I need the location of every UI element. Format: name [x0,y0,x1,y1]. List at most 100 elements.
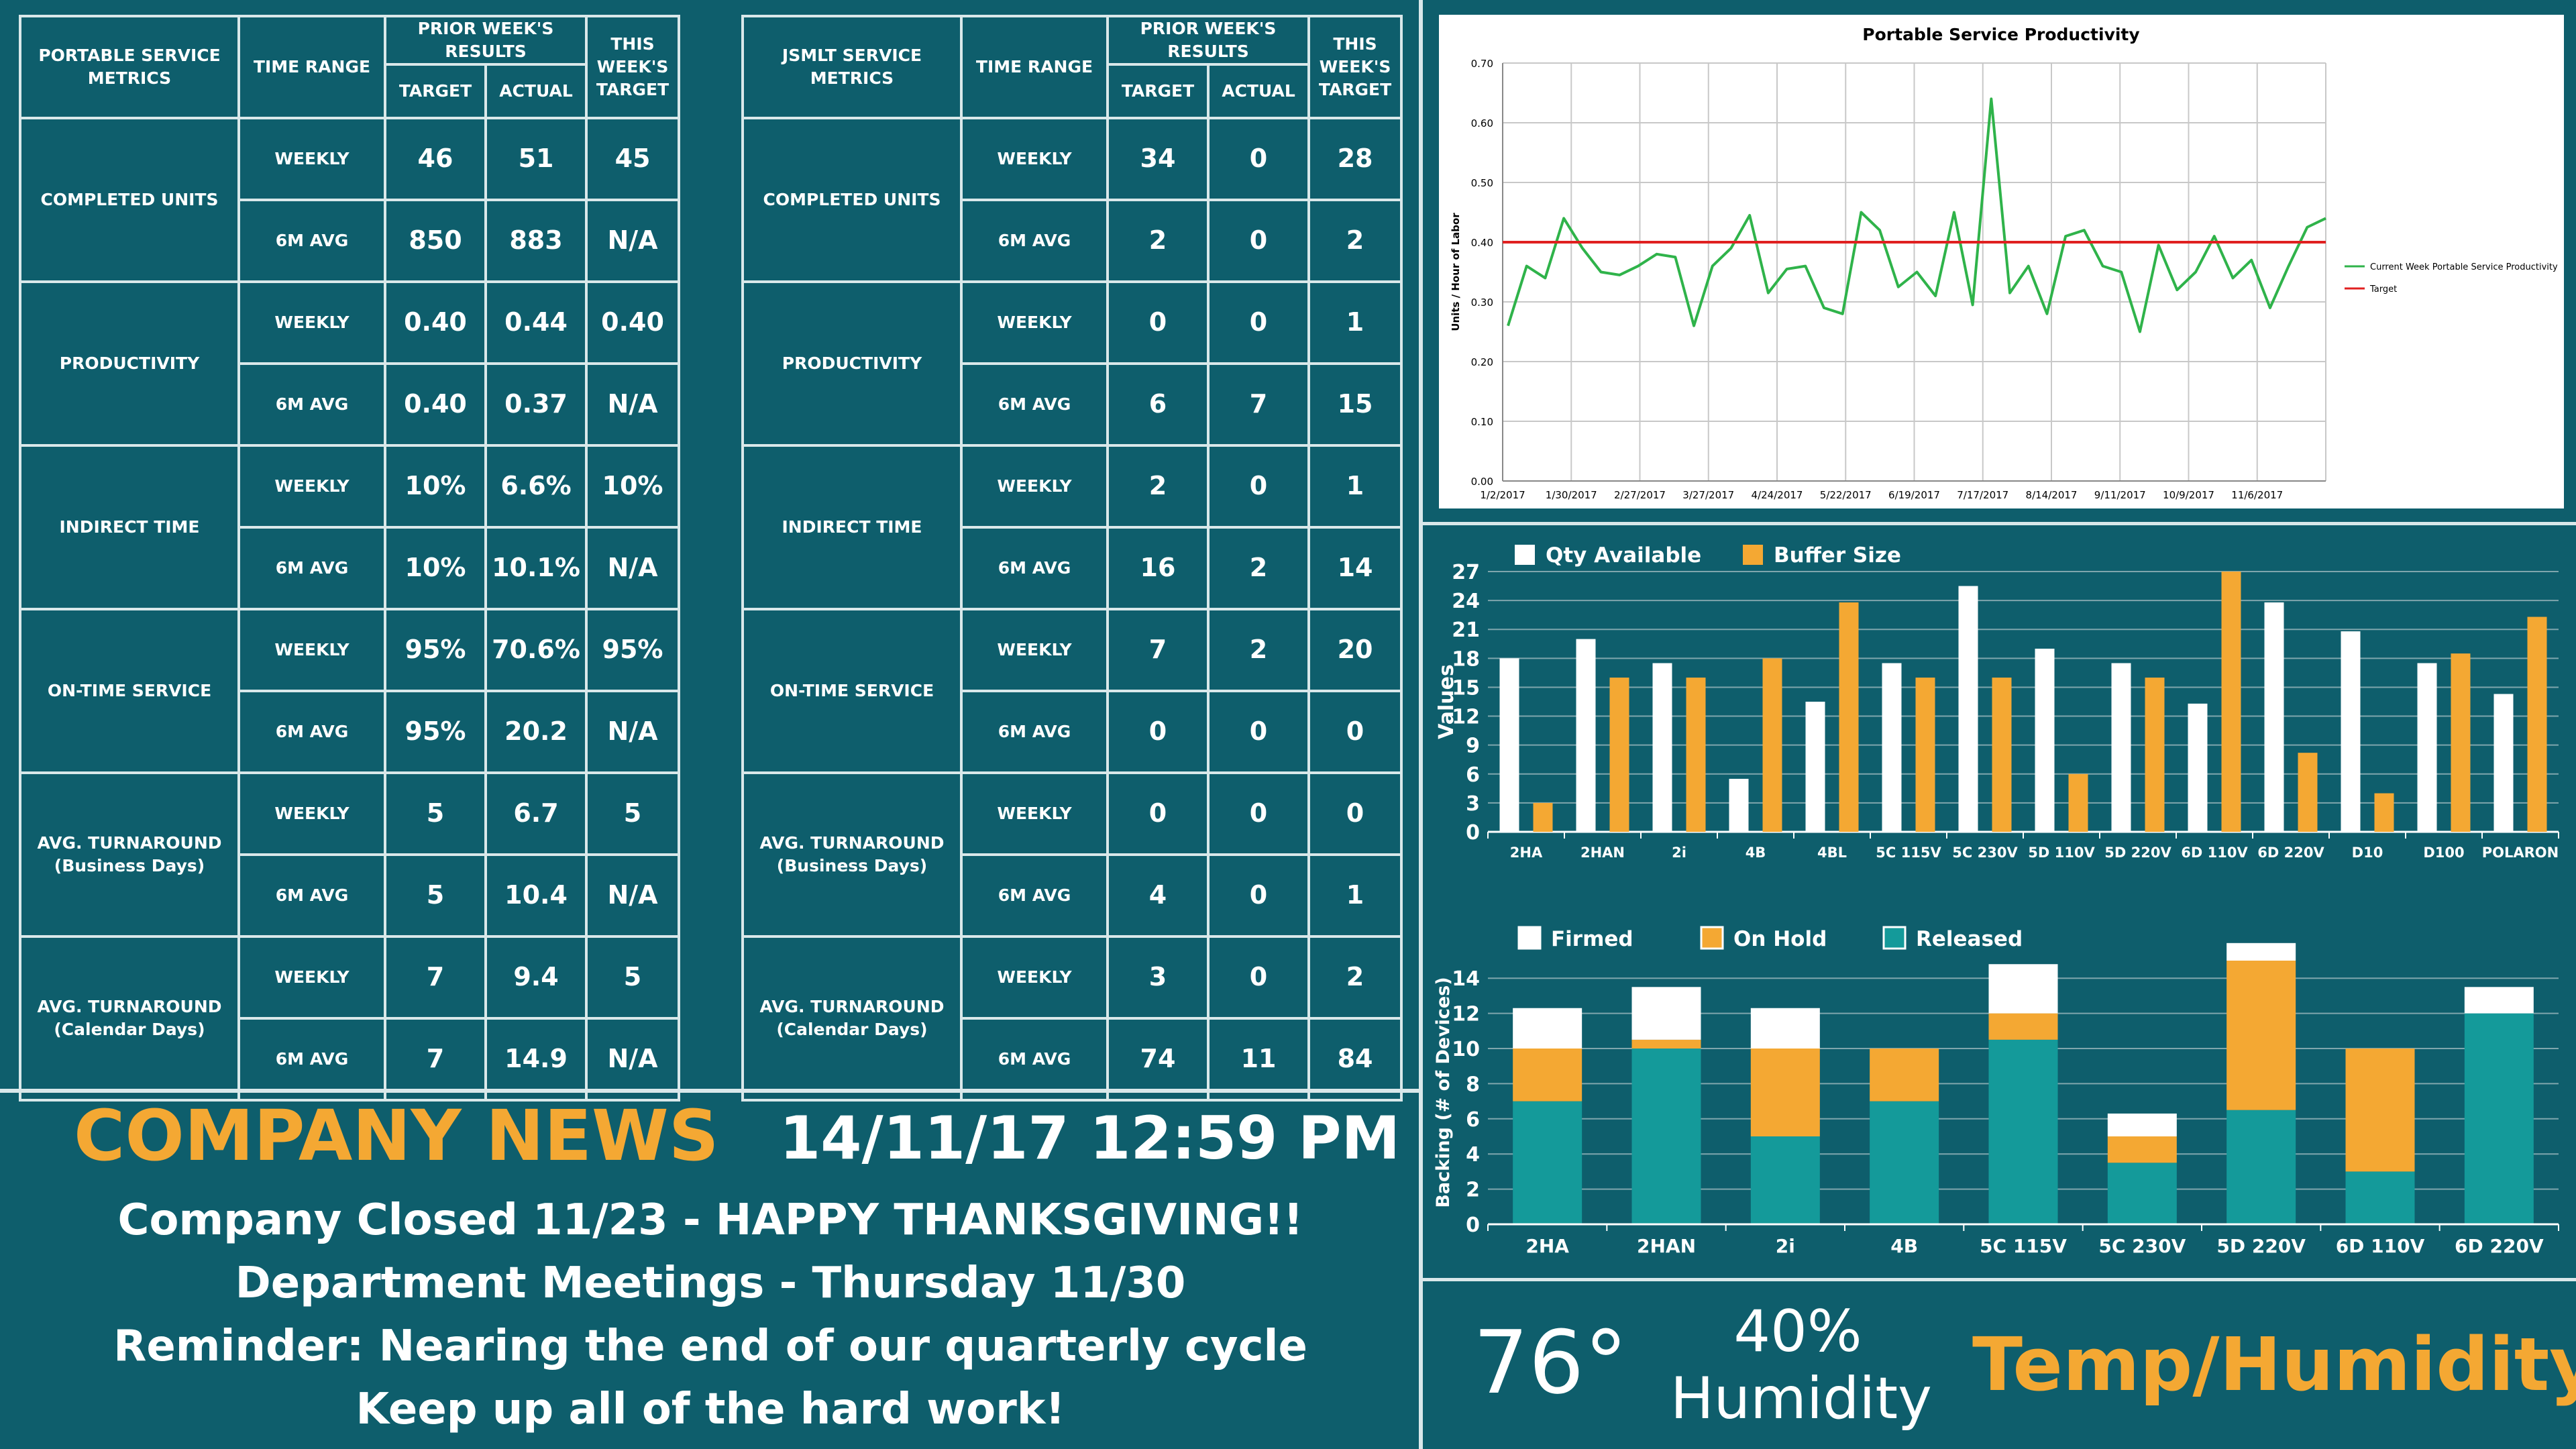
x-tick-label: 5C 230V [2098,1235,2186,1257]
legend-label: Firmed [1551,927,1633,951]
value-cell: 3 [1106,934,1210,1020]
value-cell: 5 [585,771,681,856]
bar-segment-released [1750,1136,1820,1224]
y-tick-label: 6 [1466,1108,1480,1132]
news-line: Reminder: Nearing the end of our quarter… [113,1322,1307,1371]
metric-subname: (Calendar Days) [776,1019,928,1039]
header-metrics: JSMLT SERVICE METRICS [741,15,963,119]
value-cell: 7 [384,934,487,1020]
x-tick-label: 6D 110V [2336,1235,2425,1257]
bar-segment-on-hold [1513,1049,1582,1102]
legend-swatch [1517,926,1542,950]
value-cell: 1 [1307,280,1403,365]
time-range-weekly: WEEKLY [237,116,386,201]
y-tick-label: 27 [1452,561,1480,584]
value-cell: 7 [1206,362,1311,447]
bar-segment-released [2464,1013,2534,1224]
value-cell: 10% [585,443,681,529]
metric-name: COMPLETED UNITS [763,189,941,209]
y-axis-label: Values [1435,664,1458,739]
bar-buffer-size [2221,572,2241,832]
value-cell: 16 [1106,525,1210,610]
productivity-chart-panel: Portable Service Productivity 0.00 0.10 0.2… [1439,15,2564,508]
time-range-6m-avg: 6M AVG [237,525,386,610]
x-tick-label: 5D 110V [2028,845,2095,861]
metric-name-cell: AVG. TURNAROUND (Calendar Days) [19,934,240,1102]
humidity-value: 40% [1733,1298,1862,1365]
value-cell: 5 [384,853,487,938]
legend-swatch [1515,545,1535,565]
y-tick-label: 10 [1452,1038,1480,1061]
metric-name: ON-TIME SERVICE [47,680,212,700]
bar-buffer-size [1686,678,1706,832]
x-tick-label: 8/14/2017 [2026,489,2078,501]
time-range-6m-avg: 6M AVG [960,1016,1109,1102]
value-cell: 6.6% [484,443,588,529]
y-tick-label: 0.20 [1471,356,1493,368]
bar-segment-on-hold [1870,1049,1939,1102]
bar-buffer-size [1839,602,1859,832]
time-range-6m-avg: 6M AVG [237,689,386,774]
value-cell: 0 [1206,198,1311,283]
productivity-line-chart: Portable Service Productivity 0.00 0.10 0.2… [1450,25,2558,501]
legend-label: Current Week Portable Service Productivi… [2370,262,2558,272]
header-actual: ACTUAL [484,62,588,119]
metric-name-cell: COMPLETED UNITS [19,116,240,283]
bar-buffer-size [2145,678,2165,832]
time-range-weekly: WEEKLY [237,934,386,1020]
value-cell: 84 [1307,1016,1403,1102]
legend-swatch [1743,545,1763,565]
value-cell: 95% [585,607,681,692]
y-tick-label: 0.40 [1471,237,1493,249]
y-tick-label: 0.10 [1471,416,1493,428]
x-tick-label: 6D 110V [2181,845,2248,861]
value-cell: 15 [1307,362,1403,447]
bar-buffer-size [1609,678,1629,832]
bar-buffer-size [2451,653,2471,832]
x-tick-label: 2/27/2017 [1614,489,1666,501]
metric-name: ON-TIME SERVICE [769,680,934,700]
value-cell: N/A [585,525,681,610]
bar-segment-released [2107,1163,2177,1224]
value-cell: 28 [1307,116,1403,201]
y-tick-label: 0 [1466,821,1480,845]
y-tick-label: 0.70 [1471,58,1493,70]
series-line-productivity [1507,97,2326,333]
y-axis-label: Units / Hour of Labor [1450,213,1462,331]
bar-segment-released [1988,1039,2058,1224]
y-tick-label: 0.60 [1471,117,1493,129]
bar-qty-available [2341,631,2361,832]
time-range-6m-avg: 6M AVG [237,1016,386,1102]
x-tick-label: 2HAN [1637,1235,1696,1257]
time-range-weekly: WEEKLY [237,771,386,856]
metric-name-cell: AVG. TURNAROUND (Business Days) [741,771,963,938]
bar-segment-firmed [1750,1008,1820,1049]
value-cell: 46 [384,116,487,201]
value-cell: 850 [384,198,487,283]
legend-label: Target [2369,284,2397,294]
x-tick-label: 5C 115V [1876,845,1941,861]
value-cell: 0 [1206,443,1311,529]
backing-stacked-bar-chart: Firmed On Hold Released 0 2 4 6 8 10 12 14Backing … [1433,926,2559,1257]
metric-name: COMPLETED UNITS [40,189,219,209]
time-range-weekly: WEEKLY [237,443,386,529]
value-cell: 34 [1106,116,1210,201]
value-cell: 0.37 [484,362,588,447]
bar-segment-released [2226,1110,2296,1224]
metric-name: INDIRECT TIME [59,517,200,537]
value-cell: 45 [585,116,681,201]
header-time-range: TIME RANGE [237,15,386,119]
bar-qty-available [2111,663,2131,832]
time-range-6m-avg: 6M AVG [960,853,1109,938]
bar-segment-firmed [2226,943,2296,961]
x-tick-label: 5/22/2017 [1820,489,1872,501]
bar-segment-firmed [1631,987,1701,1040]
company-news-title: COMPANY NEWS [74,1095,719,1177]
x-tick-label: 4/24/2017 [1752,489,1803,501]
value-cell: 0.40 [384,280,487,365]
time-range-weekly: WEEKLY [960,116,1109,201]
metric-subname: (Business Days) [54,855,205,875]
time-range-6m-avg: 6M AVG [960,198,1109,283]
x-tick-label: 4BL [1817,845,1847,861]
